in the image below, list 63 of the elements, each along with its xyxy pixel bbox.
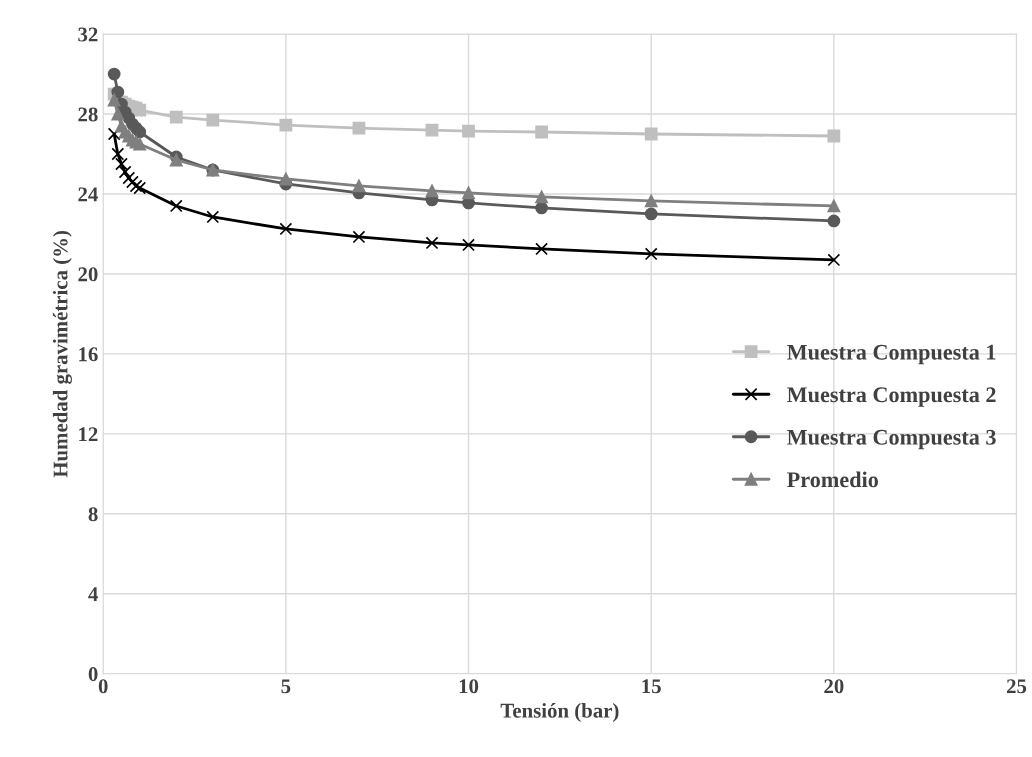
point [169, 199, 183, 213]
point [644, 247, 658, 261]
point [352, 121, 366, 135]
x-axis-title: Tensión (bar) [500, 703, 619, 722]
point [535, 242, 548, 256]
y-tick-label: 16 [79, 347, 98, 362]
y-tick-label: 28 [78, 107, 98, 122]
point [133, 137, 147, 151]
point [462, 186, 475, 200]
point [115, 157, 128, 171]
point [425, 123, 439, 137]
point [535, 201, 548, 215]
point [107, 93, 121, 107]
point [462, 124, 475, 138]
point [279, 172, 293, 186]
legend-label: Muestra Compuesta 1 [787, 344, 996, 365]
point [129, 179, 143, 193]
y-tick-label: 24 [78, 187, 98, 202]
point [107, 127, 121, 141]
x-tick-label: 20 [824, 679, 844, 694]
point [827, 214, 841, 228]
x-tick-label: 25 [1006, 679, 1027, 694]
point [206, 113, 220, 127]
x-tick-label: 10 [459, 679, 479, 694]
point [644, 207, 658, 221]
point [122, 171, 136, 185]
point [352, 230, 366, 244]
point [118, 165, 132, 179]
point [827, 199, 841, 213]
legend-label: Muestra Compuesta 2 [787, 387, 996, 407]
point [425, 236, 439, 250]
point [644, 127, 658, 141]
point [133, 181, 147, 195]
legend-label: Muestra Compuesta 3 [787, 429, 996, 450]
y-axis-title: Humedad gravimétrica (%) [52, 231, 72, 478]
point [279, 222, 293, 236]
point [644, 194, 658, 208]
point [107, 67, 121, 81]
point [827, 253, 841, 267]
x-tick-label: 5 [281, 679, 291, 694]
y-tick-label: 20 [78, 267, 98, 282]
y-tick-label: 0 [88, 667, 98, 682]
point [111, 147, 125, 161]
point [206, 210, 220, 224]
point [827, 129, 841, 143]
point [425, 184, 439, 198]
y-tick-label: 12 [79, 427, 98, 442]
y-tick-label: 4 [88, 587, 98, 601]
point [535, 190, 548, 204]
point [126, 175, 139, 189]
y-tick-label: 32 [78, 27, 98, 42]
point [111, 107, 125, 121]
legend-label: Promedio [787, 471, 878, 488]
x-tick-label: 0 [98, 679, 108, 694]
point [169, 110, 183, 124]
point [279, 118, 293, 132]
point [133, 103, 147, 117]
point [535, 125, 548, 139]
y-tick-label: 8 [88, 507, 98, 522]
x-tick-label: 15 [642, 679, 661, 694]
point [133, 125, 147, 139]
point [462, 238, 475, 252]
point [352, 179, 366, 193]
